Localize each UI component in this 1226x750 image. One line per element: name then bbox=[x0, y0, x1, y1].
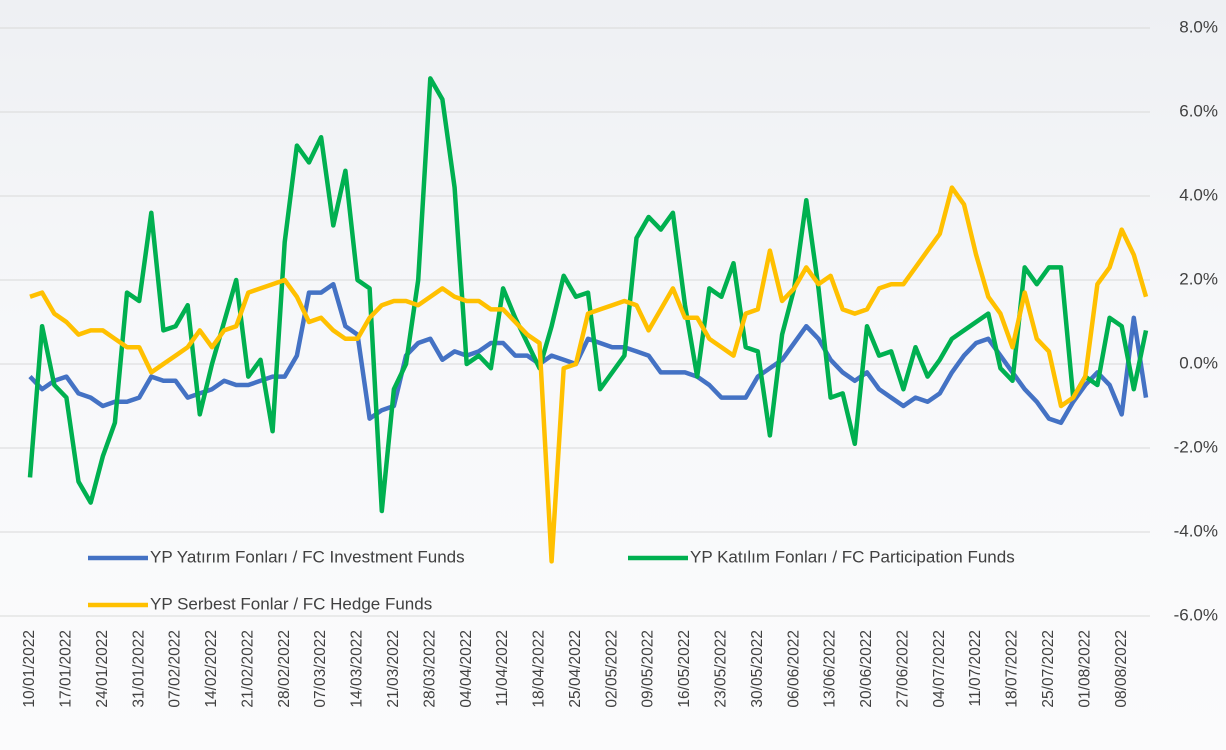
x-tick-label: 10/01/2022 bbox=[21, 630, 38, 708]
legend-label: YP Katılım Fonları / FC Participation Fu… bbox=[690, 547, 1015, 566]
x-tick-label: 25/07/2022 bbox=[1040, 630, 1057, 708]
x-tick-label: 09/05/2022 bbox=[640, 630, 657, 708]
x-tick-label: 11/04/2022 bbox=[494, 630, 511, 706]
x-tick-label: 16/05/2022 bbox=[676, 630, 693, 708]
x-tick-label: 04/04/2022 bbox=[458, 630, 475, 708]
x-tick-label: 07/02/2022 bbox=[167, 630, 184, 708]
x-tick-label: 28/03/2022 bbox=[421, 630, 438, 708]
x-tick-label: 07/03/2022 bbox=[312, 630, 329, 708]
x-tick-label: 14/02/2022 bbox=[203, 630, 220, 708]
series-line bbox=[29, 185, 1149, 564]
x-tick-label: 06/06/2022 bbox=[785, 630, 802, 708]
x-tick-label: 17/01/2022 bbox=[57, 630, 74, 708]
x-tick-label: 20/06/2022 bbox=[858, 630, 875, 708]
series-line bbox=[28, 281, 1149, 426]
y-tick-label: -6.0% bbox=[1174, 605, 1218, 624]
y-tick-label: -2.0% bbox=[1174, 437, 1218, 456]
x-tick-label: 08/08/2022 bbox=[1113, 630, 1130, 708]
x-tick-label: 25/04/2022 bbox=[567, 630, 584, 708]
x-tick-label: 30/05/2022 bbox=[749, 630, 766, 708]
y-tick-label: 6.0% bbox=[1179, 101, 1218, 120]
y-tick-label: 4.0% bbox=[1179, 185, 1218, 204]
y-tick-label: 0.0% bbox=[1179, 353, 1218, 372]
x-tick-label: 27/06/2022 bbox=[894, 630, 911, 708]
x-tick-label: 11/07/2022 bbox=[967, 630, 984, 706]
x-tick-label: 23/05/2022 bbox=[713, 630, 730, 708]
legend-label: YP Yatırım Fonları / FC Investment Funds bbox=[150, 547, 465, 566]
x-tick-label: 04/07/2022 bbox=[931, 630, 948, 708]
y-tick-label: 2.0% bbox=[1179, 269, 1218, 288]
legend-label: YP Serbest Fonlar / FC Hedge Funds bbox=[150, 594, 432, 613]
x-tick-label: 14/03/2022 bbox=[349, 630, 366, 708]
x-tick-label: 18/04/2022 bbox=[531, 630, 548, 708]
x-tick-label: 21/03/2022 bbox=[385, 630, 402, 708]
x-tick-label: 24/01/2022 bbox=[94, 630, 111, 708]
x-tick-label: 02/05/2022 bbox=[603, 630, 620, 708]
x-tick-label: 18/07/2022 bbox=[1004, 630, 1021, 708]
x-tick-label: 21/02/2022 bbox=[239, 630, 256, 708]
x-tick-label: 28/02/2022 bbox=[276, 630, 293, 708]
y-tick-label: 8.0% bbox=[1179, 17, 1218, 36]
x-tick-label: 31/01/2022 bbox=[130, 630, 147, 708]
y-tick-label: -4.0% bbox=[1174, 521, 1218, 540]
x-tick-label: 13/06/2022 bbox=[822, 630, 839, 708]
series-line bbox=[27, 76, 1149, 514]
x-tick-label: 01/08/2022 bbox=[1076, 630, 1093, 708]
